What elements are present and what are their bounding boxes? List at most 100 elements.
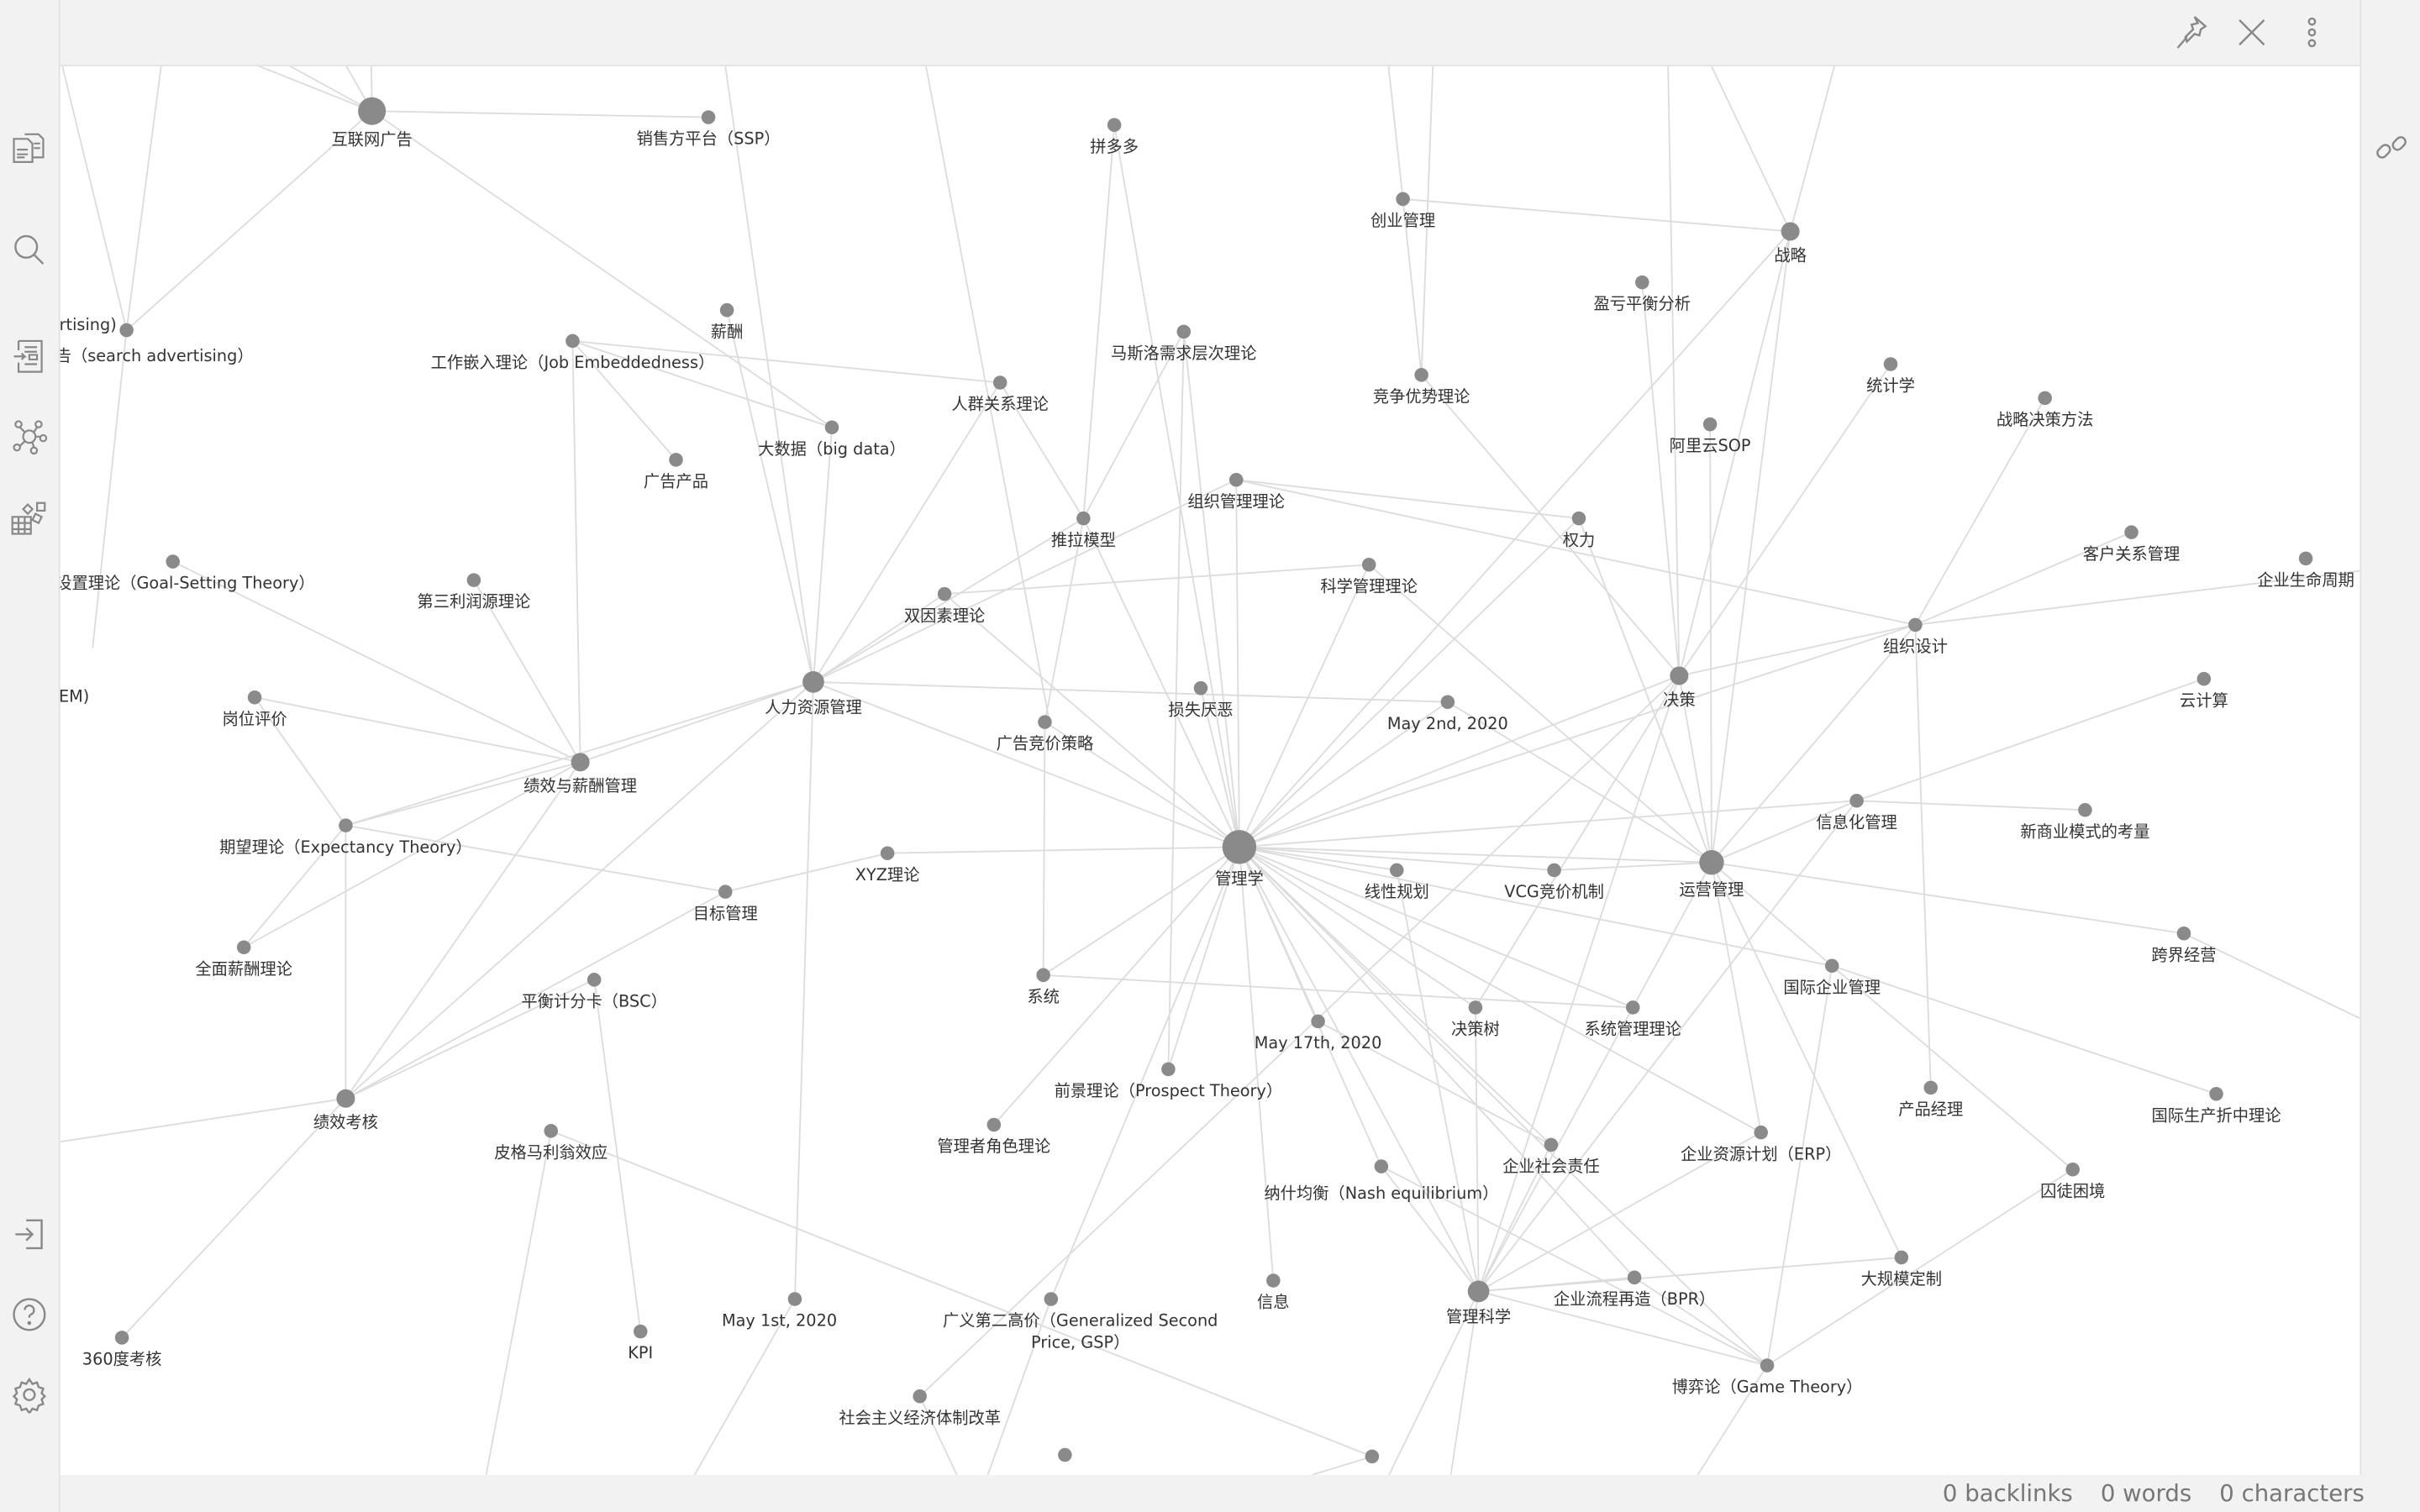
graph-node-dot[interactable] <box>2176 926 2191 941</box>
graph-node-dot[interactable] <box>1107 118 1122 133</box>
graph-node-dot[interactable] <box>2065 1162 2081 1177</box>
graph-node[interactable]: 设置理论（Goal-Setting Theory） <box>60 554 315 593</box>
graph-node[interactable]: 告（search advertising） <box>60 323 254 365</box>
graph-node[interactable]: 双因素理论 <box>904 586 985 625</box>
graph-node[interactable]: 决策 <box>1663 666 1696 709</box>
graph-node[interactable]: 决策树 <box>1451 1000 1500 1039</box>
more-options-icon[interactable] <box>2293 14 2330 51</box>
link-icon[interactable] <box>2374 129 2411 166</box>
graph-node-dot[interactable] <box>1193 680 1208 696</box>
graph-node[interactable] <box>1365 1449 1380 1464</box>
graph-node-dot[interactable] <box>701 110 716 124</box>
graph-node-dot[interactable] <box>466 573 481 587</box>
graph-node[interactable]: 目标管理 <box>693 885 758 923</box>
graph-node[interactable]: 系统管理理论 <box>1584 1000 1681 1039</box>
graph-node-dot[interactable] <box>358 97 387 125</box>
graph-node-dot[interactable] <box>2298 551 2313 566</box>
graph-node-dot[interactable] <box>1414 368 1428 382</box>
graph-node[interactable]: May 1st, 2020 <box>722 1292 837 1331</box>
graph-node[interactable]: 战略 <box>1774 222 1807 265</box>
graph-node-dot[interactable] <box>1365 1449 1380 1464</box>
graph-node-dot[interactable] <box>719 302 734 318</box>
graph-node-dot[interactable] <box>587 973 602 987</box>
graph-node-dot[interactable] <box>236 940 251 955</box>
graph-node[interactable]: 企业资源计划（ERP） <box>1681 1125 1841 1163</box>
graph-node[interactable]: 全面薪酬理论 <box>195 940 292 979</box>
graph-node-dot[interactable] <box>1635 275 1649 290</box>
graph-node-dot[interactable] <box>336 1089 355 1108</box>
graph-node-dot[interactable] <box>669 453 683 467</box>
graph-node[interactable]: 管理学 <box>1215 830 1264 888</box>
graph-node-dot[interactable] <box>802 670 824 693</box>
graph-node[interactable]: 管理科学 <box>1446 1280 1511 1326</box>
graph-node[interactable]: 信息化管理 <box>1816 794 1897 832</box>
graph-node-dot[interactable] <box>1544 1137 1559 1152</box>
graph-node-dot[interactable] <box>1699 850 1724 875</box>
graph-node[interactable]: 人力资源管理 <box>765 670 862 717</box>
graph-node[interactable]: 平衡计分卡（BSC） <box>521 973 667 1011</box>
graph-node-dot[interactable] <box>1626 1000 1640 1015</box>
graph-node-dot[interactable] <box>114 1331 129 1345</box>
graph-node[interactable]: 纳什均衡（Nash equilibrium） <box>1264 1159 1498 1203</box>
graph-node[interactable]: 绩效考核 <box>313 1089 378 1132</box>
graph-node[interactable]: 社会主义经济体制改革 <box>839 1389 1001 1427</box>
graph-node-dot[interactable] <box>2209 1086 2223 1101</box>
graph-node-dot[interactable] <box>166 554 180 569</box>
backlinks-count[interactable]: 0 backlinks <box>1942 1479 2073 1508</box>
graph-node-dot[interactable] <box>1044 1292 1059 1306</box>
graph-node-dot[interactable] <box>1036 968 1050 983</box>
graph-node-dot[interactable] <box>824 420 839 435</box>
graph-node[interactable]: 大规模定制 <box>1861 1250 1942 1289</box>
files-icon[interactable] <box>11 129 48 166</box>
graph-node[interactable]: 信息 <box>1257 1273 1290 1312</box>
graph-node[interactable]: 皮格马利翁效应 <box>494 1124 608 1162</box>
graph-node[interactable]: 第三利润源理论 <box>417 573 530 612</box>
graph-node[interactable]: 360度考核 <box>82 1331 162 1369</box>
graph-node[interactable]: EM) <box>60 687 90 706</box>
graph-node[interactable]: 统计学 <box>1866 357 1915 396</box>
graph-node-dot[interactable] <box>787 1292 802 1306</box>
graph-node[interactable]: May 17th, 2020 <box>1255 1014 1382 1053</box>
search-icon[interactable] <box>11 232 48 269</box>
graph-node[interactable]: 科学管理理论 <box>1320 557 1418 596</box>
graph-node-dot[interactable] <box>880 846 895 860</box>
graph-node-dot[interactable] <box>2078 803 2092 817</box>
graph-node-dot[interactable] <box>913 1389 927 1404</box>
graph-node-dot[interactable] <box>1849 794 1864 808</box>
graph-node-dot[interactable] <box>1467 1280 1490 1303</box>
graph-node[interactable]: 人群关系理论 <box>951 375 1049 414</box>
graph-node[interactable]: 大数据（big data） <box>758 420 906 459</box>
graph-node[interactable]: 线性规划 <box>1365 863 1429 901</box>
graph-node[interactable]: 推拉模型 <box>1051 511 1116 549</box>
graph-node[interactable]: 跨界经营 <box>2151 926 2217 964</box>
graph-node[interactable]: 工作嵌入理论（Job Embeddedness） <box>431 333 715 372</box>
graph-node[interactable]: VCG竞价机制 <box>1504 863 1604 901</box>
graph-node-dot[interactable] <box>247 690 262 705</box>
graph-node-dot[interactable] <box>1228 472 1244 487</box>
graph-node[interactable]: 阿里云SOP <box>1670 417 1751 455</box>
open-vault-icon[interactable] <box>11 1215 48 1252</box>
graph-node[interactable] <box>1058 1447 1072 1462</box>
graph-node-dot[interactable] <box>339 818 353 832</box>
graph-node-dot[interactable] <box>1781 222 1800 241</box>
graph-node-dot[interactable] <box>2196 671 2212 686</box>
graph-node[interactable]: 绩效与薪酬管理 <box>523 753 637 795</box>
graph-node-dot[interactable] <box>992 375 1007 390</box>
graph-node[interactable]: 拼多多 <box>1090 118 1139 156</box>
graph-node[interactable]: 系统 <box>1027 968 1060 1006</box>
graph-node-dot[interactable] <box>1058 1447 1072 1462</box>
graph-canvas[interactable]: 互联网广告 销售方平台（SSP） 拼多多 创业管理 战略 盈亏平衡分析 告（search a… <box>60 66 2360 1475</box>
graph-node[interactable]: 马斯洛需求层次理论 <box>1111 324 1256 363</box>
graph-node[interactable]: 博弈论（Game Theory） <box>1672 1358 1863 1397</box>
graph-node[interactable]: 新商业模式的考量 <box>2020 803 2149 841</box>
graph-node-dot[interactable] <box>1311 1014 1325 1029</box>
graph-node-dot[interactable] <box>1571 511 1586 526</box>
graph-node-dot[interactable] <box>1670 666 1689 685</box>
graph-node[interactable]: 组织管理理论 <box>1187 472 1285 511</box>
graph-icon[interactable] <box>11 418 48 455</box>
graph-node[interactable]: 组织设计 <box>1883 617 1948 656</box>
graph-node-dot[interactable] <box>2038 391 2052 406</box>
graph-node-dot[interactable] <box>1374 1159 1389 1173</box>
